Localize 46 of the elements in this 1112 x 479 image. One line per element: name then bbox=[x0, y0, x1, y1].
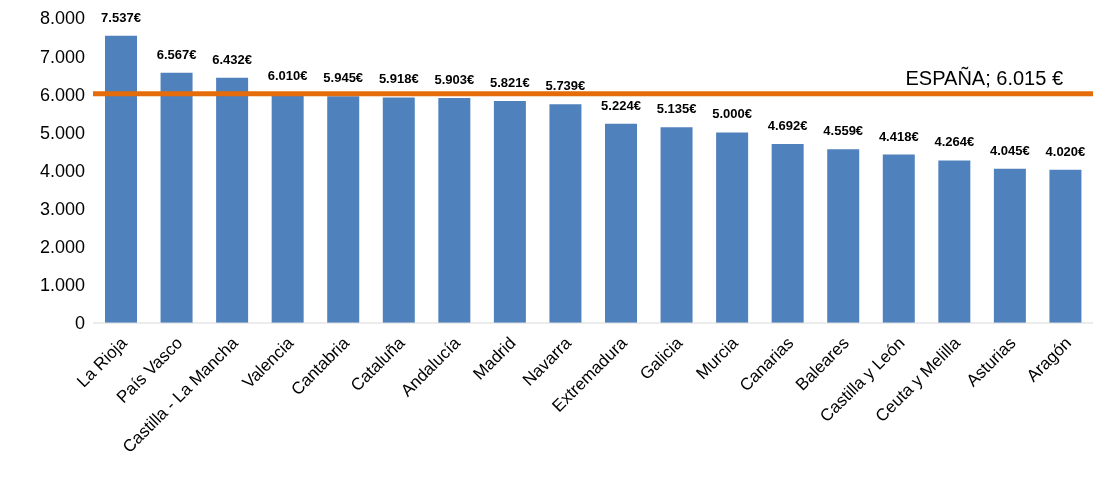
bar bbox=[382, 97, 415, 323]
data-label: 5.821€ bbox=[490, 75, 530, 91]
y-tick-label: 7.000 bbox=[39, 46, 85, 67]
y-tick-label: 4.000 bbox=[39, 160, 85, 181]
bar bbox=[993, 168, 1026, 323]
y-tick-label: 5.000 bbox=[39, 122, 85, 143]
bar bbox=[327, 96, 360, 323]
y-tick-label: 3.000 bbox=[39, 199, 85, 220]
data-label: 4.264€ bbox=[934, 134, 975, 150]
data-label: 5.000€ bbox=[712, 106, 752, 122]
bar bbox=[660, 127, 693, 323]
data-label: 4.045€ bbox=[990, 142, 1030, 158]
bar bbox=[160, 72, 193, 323]
y-tick-label: 6.000 bbox=[39, 84, 85, 105]
data-label: 6.010€ bbox=[267, 67, 308, 83]
data-label: 4.418€ bbox=[878, 128, 919, 144]
data-label: 5.224€ bbox=[601, 97, 641, 113]
bar bbox=[493, 101, 526, 323]
bar bbox=[438, 97, 471, 323]
data-label: 6.567€ bbox=[156, 46, 197, 62]
bar bbox=[827, 149, 860, 323]
data-label: 4.692€ bbox=[767, 118, 808, 134]
bar bbox=[216, 77, 249, 323]
bar bbox=[271, 93, 304, 323]
bar bbox=[716, 132, 749, 323]
data-label: 5.135€ bbox=[656, 101, 697, 117]
y-tick-label: 0 bbox=[74, 313, 85, 334]
bar bbox=[1049, 169, 1082, 323]
y-tick-label: 1.000 bbox=[39, 275, 85, 296]
data-label: 6.432€ bbox=[212, 51, 252, 67]
bar bbox=[882, 154, 915, 323]
data-label: 5.918€ bbox=[378, 71, 419, 87]
data-label: 5.903€ bbox=[434, 71, 475, 87]
data-label: 7.537€ bbox=[101, 9, 141, 25]
y-tick-label: 8.000 bbox=[39, 8, 85, 29]
data-label: 4.559€ bbox=[823, 123, 864, 139]
bar bbox=[105, 35, 137, 323]
ref-line-label: ESPAÑA; 6.015 € bbox=[905, 65, 1063, 89]
bar bbox=[938, 160, 971, 323]
data-label: 5.945€ bbox=[323, 70, 364, 86]
bar bbox=[605, 123, 637, 323]
y-tick-label: 2.000 bbox=[39, 237, 85, 258]
bar bbox=[549, 104, 582, 323]
data-label: 5.739€ bbox=[545, 78, 586, 94]
bar bbox=[771, 144, 804, 323]
data-label: 4.020€ bbox=[1045, 143, 1086, 159]
